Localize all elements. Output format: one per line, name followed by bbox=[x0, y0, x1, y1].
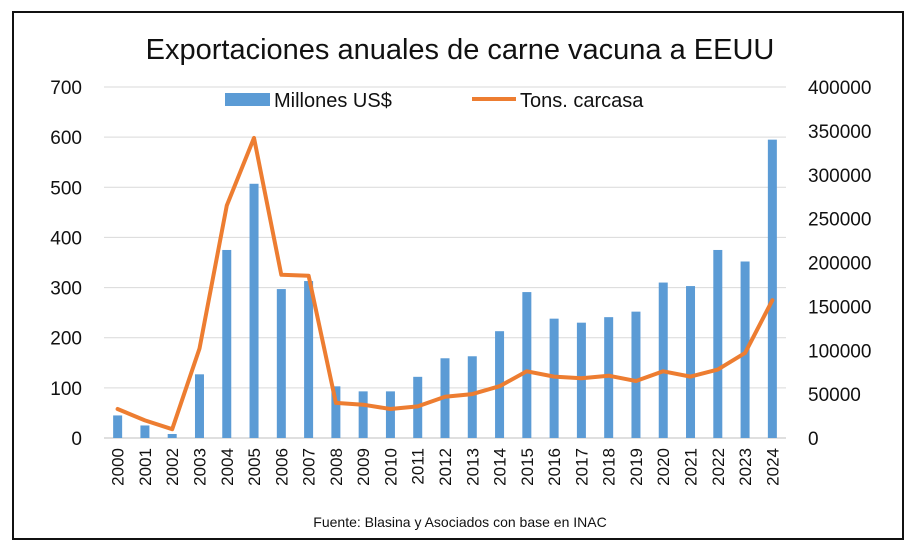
bar bbox=[358, 391, 368, 438]
left-tick-label: 0 bbox=[71, 429, 82, 450]
left-tick-label: 500 bbox=[50, 178, 82, 199]
right-tick-label: 200000 bbox=[808, 254, 871, 275]
x-tick-label: 2024 bbox=[763, 448, 782, 486]
bar bbox=[467, 356, 477, 438]
right-tick-label: 150000 bbox=[808, 297, 871, 318]
x-tick-label: 2020 bbox=[654, 448, 673, 486]
x-tick-label: 2005 bbox=[245, 448, 264, 486]
bar bbox=[767, 139, 777, 438]
x-tick-label: 2004 bbox=[218, 448, 237, 486]
x-tick-label: 2010 bbox=[381, 448, 400, 486]
chart-title: Exportaciones anuales de carne vacuna a … bbox=[146, 34, 775, 66]
right-tick-label: 250000 bbox=[808, 210, 871, 231]
bar bbox=[385, 391, 395, 438]
right-tick-label: 400000 bbox=[808, 78, 871, 99]
bar bbox=[331, 386, 341, 438]
x-tick-label: 2017 bbox=[572, 448, 591, 486]
right-tick-label: 300000 bbox=[808, 166, 871, 187]
x-tick-label: 2021 bbox=[682, 448, 701, 486]
right-tick-label: 0 bbox=[808, 429, 819, 450]
right-tick-label: 50000 bbox=[808, 385, 861, 406]
right-tick-label: 100000 bbox=[808, 341, 871, 362]
line-series bbox=[115, 135, 775, 432]
bar bbox=[576, 322, 586, 438]
left-tick-label: 300 bbox=[50, 279, 82, 300]
x-tick-label: 2008 bbox=[327, 448, 346, 486]
x-axis: 2000 2001 2002 2003 2004 2005 2006 2007 2008 2009… bbox=[109, 448, 783, 486]
legend-bar-swatch bbox=[225, 93, 270, 106]
chart-frame bbox=[12, 11, 904, 540]
legend: Millones US$ Tons. carcasa bbox=[225, 90, 644, 112]
x-tick-label: 2000 bbox=[109, 448, 128, 486]
bar bbox=[522, 292, 532, 438]
bar bbox=[658, 282, 668, 438]
right-tick-label: 350000 bbox=[808, 122, 871, 143]
left-tick-label: 200 bbox=[50, 329, 82, 350]
bar bbox=[631, 311, 641, 438]
bar bbox=[194, 374, 204, 438]
source-note: Fuente: Blasina y Asociados con base en … bbox=[313, 514, 606, 530]
x-tick-label: 2022 bbox=[709, 448, 728, 486]
left-axis: 0 100 200 300 400 500 600 700 bbox=[50, 78, 82, 450]
bar bbox=[304, 281, 314, 438]
bar bbox=[713, 249, 723, 438]
legend-bar-label: Millones US$ bbox=[274, 90, 392, 112]
bar bbox=[222, 249, 232, 438]
x-tick-label: 2009 bbox=[354, 448, 373, 486]
right-axis: 0 50000 100000 150000 200000 250000 300000 3500… bbox=[808, 78, 871, 450]
x-tick-label: 2015 bbox=[518, 448, 537, 486]
x-tick-label: 2001 bbox=[136, 448, 155, 486]
x-tick-label: 2006 bbox=[272, 448, 291, 486]
x-tick-label: 2019 bbox=[627, 448, 646, 486]
bar bbox=[140, 425, 150, 438]
x-tick-label: 2023 bbox=[736, 448, 755, 486]
left-tick-label: 400 bbox=[50, 228, 82, 249]
bar bbox=[249, 183, 259, 438]
x-tick-label: 2002 bbox=[163, 448, 182, 486]
left-tick-label: 700 bbox=[50, 78, 82, 99]
bar bbox=[686, 286, 696, 438]
x-tick-label: 2013 bbox=[463, 448, 482, 486]
bar bbox=[167, 433, 177, 438]
x-tick-label: 2018 bbox=[600, 448, 619, 486]
x-tick-label: 2016 bbox=[545, 448, 564, 486]
x-tick-label: 2014 bbox=[491, 448, 510, 486]
left-tick-label: 600 bbox=[50, 128, 82, 149]
bar bbox=[113, 415, 123, 438]
bar bbox=[276, 289, 286, 438]
x-tick-label: 2007 bbox=[300, 448, 319, 486]
legend-line-label: Tons. carcasa bbox=[520, 90, 644, 112]
x-tick-label: 2012 bbox=[436, 448, 455, 486]
x-tick-label: 2003 bbox=[190, 448, 209, 486]
left-tick-label: 100 bbox=[50, 379, 82, 400]
x-tick-label: 2011 bbox=[409, 448, 428, 485]
